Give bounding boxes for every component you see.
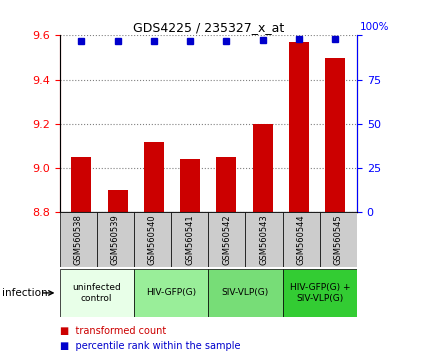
Text: HIV-GFP(G): HIV-GFP(G) (146, 289, 196, 297)
Bar (208, 269, 283, 317)
Bar (60, 269, 134, 317)
Bar (60, 212, 96, 267)
Text: GSM560541: GSM560541 (185, 215, 194, 265)
Bar (208, 212, 245, 267)
Bar (320, 212, 357, 267)
Bar (71, 157, 91, 212)
Bar (180, 159, 200, 212)
Bar (289, 42, 309, 212)
Text: uninfected
control: uninfected control (72, 283, 121, 303)
Bar (134, 212, 171, 267)
Text: GSM560539: GSM560539 (111, 215, 120, 265)
Text: GSM560545: GSM560545 (334, 215, 343, 265)
Text: ■  transformed count: ■ transformed count (60, 326, 166, 336)
Text: HIV-GFP(G) +
SIV-VLP(G): HIV-GFP(G) + SIV-VLP(G) (289, 283, 350, 303)
Bar (216, 157, 236, 212)
Bar (245, 212, 283, 267)
Bar (283, 212, 320, 267)
Text: ■  percentile rank within the sample: ■ percentile rank within the sample (60, 341, 240, 351)
Text: GSM560542: GSM560542 (222, 215, 231, 265)
Text: GSM560543: GSM560543 (260, 215, 269, 265)
Bar (96, 212, 134, 267)
Text: SIV-VLP(G): SIV-VLP(G) (222, 289, 269, 297)
Bar (144, 142, 164, 212)
Bar (283, 269, 357, 317)
Text: GSM560540: GSM560540 (148, 215, 157, 265)
Bar (253, 124, 273, 212)
Bar (171, 212, 208, 267)
Bar (134, 269, 208, 317)
Text: GSM560538: GSM560538 (74, 215, 82, 265)
Title: GDS4225 / 235327_x_at: GDS4225 / 235327_x_at (133, 21, 284, 34)
Text: GSM560544: GSM560544 (297, 215, 306, 265)
Bar (325, 57, 345, 212)
Text: infection: infection (2, 288, 48, 298)
Bar (108, 190, 128, 212)
Text: 100%: 100% (360, 22, 389, 32)
